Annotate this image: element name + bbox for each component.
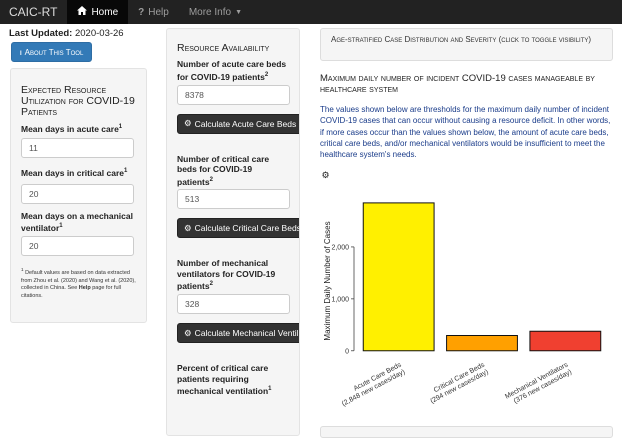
vent-days-input[interactable]: 20 — [21, 236, 134, 257]
utilization-panel: Expected Resource Utilization for COVID-… — [10, 68, 147, 323]
about-button-label: About This Tool — [24, 47, 84, 57]
critical-days-input[interactable]: 20 — [21, 183, 134, 204]
critical-beds-input[interactable]: 513 — [177, 189, 290, 210]
help-link[interactable]: Help — [78, 285, 91, 292]
nav-home[interactable]: Home — [67, 0, 129, 24]
question-icon: ? — [138, 6, 145, 18]
bottom-panel — [320, 426, 613, 438]
info-icon: i — [20, 47, 22, 57]
calc-critical-button[interactable]: ⚙ Calculate Critical Care Beds — [177, 218, 299, 239]
bar-mechanical-ventilators — [529, 330, 602, 352]
nav-help[interactable]: ? Help — [128, 0, 179, 24]
home-icon — [77, 6, 88, 18]
x-tick-label: Mechanical Ventilators(376 new cases/day… — [504, 361, 573, 407]
navbar: CAIC-RT Home ? Help More Info ▼ — [0, 0, 622, 24]
age-distribution-toggle[interactable]: Age-stratified Case Distribution and Sev… — [320, 28, 613, 61]
caret-down-icon: ▼ — [235, 8, 243, 16]
y-axis-label: Maximum Daily Number of Cases — [323, 221, 332, 340]
percent-vent-label: Percent of critical care patients requir… — [177, 363, 272, 397]
vent-label: Number of mechanical ventilators for COV… — [177, 258, 276, 291]
y-tick-label: 1,000 — [331, 296, 349, 303]
last-updated-label: Last Updated: — [9, 28, 73, 39]
gear-icon[interactable]: ⚙ — [321, 170, 330, 180]
chart-description: The values shown below are thresholds fo… — [320, 105, 611, 160]
y-tick-label: 0 — [345, 348, 349, 355]
acute-days-input[interactable]: 11 — [21, 138, 134, 159]
critical-beds-label: Number of critical care beds for COVID-1… — [177, 153, 270, 187]
chart-heading: Maximum daily number of incident COVID-1… — [320, 73, 595, 95]
brand-title[interactable]: CAIC-RT — [9, 5, 58, 19]
acute-beds-label: Number of acute care beds for COVID-19 p… — [177, 59, 287, 82]
acute-beds-input[interactable]: 8378 — [177, 84, 290, 105]
critical-days-label: Mean days in critical care1 — [21, 168, 128, 179]
about-button[interactable]: i About This Tool — [11, 42, 93, 62]
availability-panel: Resource Availability Number of acute ca… — [166, 28, 300, 436]
utilization-title: Expected Resource Utilization for COVID-… — [21, 84, 135, 118]
calc-acute-button[interactable]: ⚙ Calculate Acute Care Beds — [177, 113, 299, 134]
gears-icon: ⚙ — [184, 118, 192, 129]
calc-vent-button[interactable]: ⚙ Calculate Mechanical Ventilators — [177, 323, 299, 344]
gears-icon: ⚙ — [184, 327, 192, 338]
vent-days-label: Mean days on a mechanical ventilator1 — [21, 210, 133, 233]
x-tick-label: Critical Care Beds(294 new cases/day) — [426, 361, 491, 405]
y-tick-label: 2,000 — [331, 244, 349, 251]
nav-help-label: Help — [148, 6, 169, 18]
bar-acute-care-beds — [362, 202, 435, 352]
x-tick-label: Acute Care Beds(2,848 new cases/day) — [337, 361, 407, 408]
gears-icon: ⚙ — [184, 222, 192, 233]
acute-days-label: Mean days in acute care1 — [21, 123, 123, 134]
nav-home-label: Home — [91, 6, 119, 18]
bar-critical-care-beds — [446, 335, 518, 352]
nav-more-label: More Info — [188, 6, 232, 18]
last-updated-value: 2020-03-26 — [74, 28, 124, 39]
footnote: 1 Default values are based on data extra… — [21, 267, 136, 299]
last-updated: Last Updated: 2020-03-26 — [9, 28, 124, 39]
availability-title: Resource Availability — [177, 42, 270, 54]
vent-input[interactable]: 328 — [177, 294, 290, 315]
nav-more-info[interactable]: More Info ▼ — [179, 0, 252, 24]
